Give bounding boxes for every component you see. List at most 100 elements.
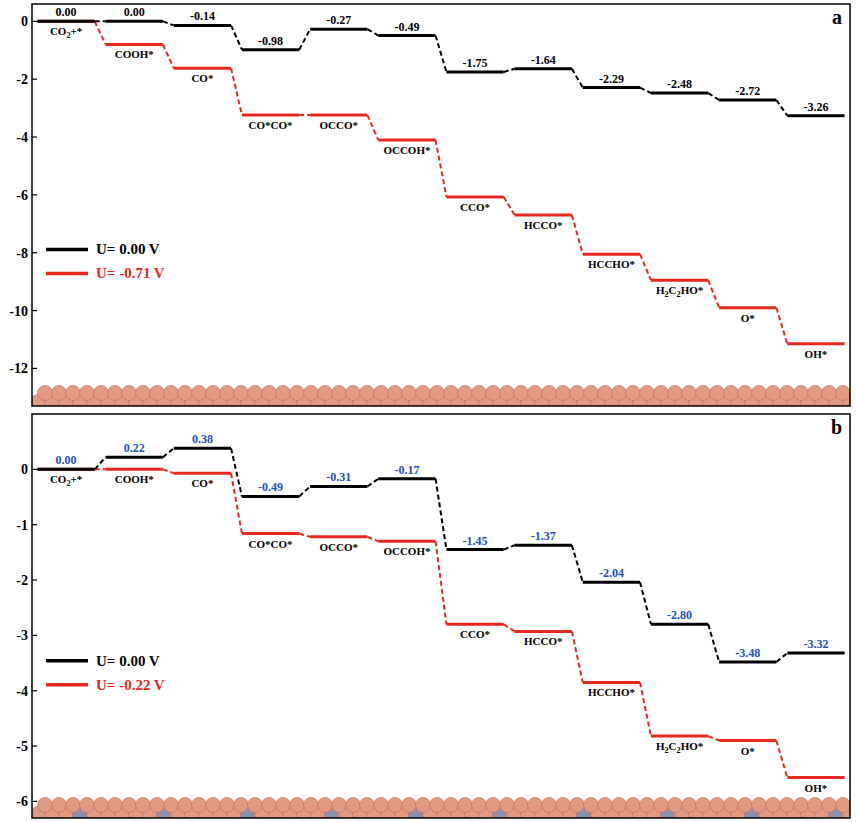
y-tick-label: -6 [16, 794, 28, 809]
value-label: -0.27 [326, 13, 351, 27]
surface-atom [318, 798, 333, 813]
surface-atom [458, 798, 473, 813]
surface-atom [234, 386, 249, 401]
surface-atom [822, 798, 837, 813]
value-label: -3.48 [735, 646, 760, 660]
state-label: CO*CO* [249, 538, 294, 550]
panel-letter: b [831, 416, 842, 438]
surface-atom [738, 386, 753, 401]
energy-level [446, 195, 503, 198]
state-label: OCCO* [320, 541, 359, 553]
connector [367, 537, 378, 541]
energy-level [651, 735, 708, 738]
state-label: COOH* [115, 48, 155, 60]
surface-atom [52, 798, 67, 813]
energy-level [378, 34, 435, 37]
connector [163, 21, 174, 25]
value-label: -1.75 [463, 56, 488, 70]
energy-level [106, 468, 163, 471]
surface-atom [80, 386, 95, 401]
surface-atom [374, 798, 389, 813]
surface-atom [290, 386, 305, 401]
energy-level [719, 739, 776, 742]
energy-level [446, 623, 503, 626]
surface-atom [38, 386, 53, 401]
state-label: CO2+* [50, 473, 83, 488]
state-label: CO*CO* [249, 119, 294, 131]
surface-atom [430, 386, 445, 401]
surface-atom [808, 798, 823, 813]
surface-atom [668, 798, 683, 813]
connector [708, 736, 719, 740]
state-label: OH* [805, 782, 828, 794]
energy-level [515, 214, 572, 217]
plot-frame [32, 4, 850, 406]
state-label: OH* [805, 348, 828, 360]
surface-atom [164, 798, 179, 813]
surface-atom [626, 798, 641, 813]
energy-level [583, 681, 640, 684]
energy-level [719, 660, 776, 663]
energy-level [310, 114, 367, 117]
legend-label: U= -0.71 V [96, 265, 165, 281]
surface-atom [136, 386, 151, 401]
connector [572, 545, 583, 582]
surface-atom [472, 798, 487, 813]
surface-atom [472, 386, 487, 401]
surface-atom [66, 386, 81, 401]
value-label: -2.72 [735, 84, 760, 98]
connector [367, 29, 378, 35]
legend-swatch [46, 683, 88, 687]
surface-atom [108, 386, 123, 401]
y-tick [32, 79, 37, 80]
surface-atom [80, 798, 95, 813]
energy-level [242, 532, 299, 535]
surface-atom [640, 386, 655, 401]
value-label: -2.04 [599, 566, 624, 580]
surface-atom [346, 386, 361, 401]
surface-atom [346, 798, 361, 813]
y-tick [32, 635, 37, 636]
y-tick [32, 524, 37, 525]
y-tick-label: 0 [21, 462, 28, 477]
y-tick [32, 469, 37, 470]
state-label: HCCHO* [588, 258, 636, 270]
connector [231, 25, 242, 49]
connector [572, 631, 583, 682]
surface-atom [416, 386, 431, 401]
y-tick [32, 745, 37, 746]
surface-atom [66, 798, 81, 813]
value-label: -2.29 [599, 72, 624, 86]
surface-atom [304, 386, 319, 401]
value-label: -0.49 [258, 480, 283, 494]
state-label: CO* [191, 477, 214, 489]
connector [776, 100, 787, 116]
connector [163, 448, 174, 457]
surface-atom [780, 798, 795, 813]
levels [37, 448, 844, 777]
value-label: -2.48 [667, 77, 692, 91]
energy-level [583, 253, 640, 256]
y-tick [32, 368, 37, 369]
surface-atom [710, 798, 725, 813]
labels: 0.000.00-0.14-0.98-0.27-0.49-1.75-1.64-2… [50, 5, 829, 359]
y-tick-label: 0 [21, 14, 28, 29]
surface-atom [528, 798, 543, 813]
value-label: -2.80 [667, 608, 692, 622]
energy-level [37, 468, 94, 471]
value-label: -1.64 [531, 53, 556, 67]
value-label: 0.00 [56, 5, 77, 19]
legend-swatch [46, 659, 88, 663]
surface-atom [570, 798, 585, 813]
surface-atom [794, 798, 809, 813]
surface-atom [682, 798, 697, 813]
y-tick-label: -2 [16, 573, 28, 588]
energy-level [106, 20, 163, 23]
surface-atom [444, 798, 459, 813]
value-label: 0.22 [124, 441, 145, 455]
connector [95, 457, 106, 469]
surface-atom [318, 386, 333, 401]
surface-atom [612, 798, 627, 813]
energy-level [787, 114, 844, 117]
connector [640, 254, 651, 280]
